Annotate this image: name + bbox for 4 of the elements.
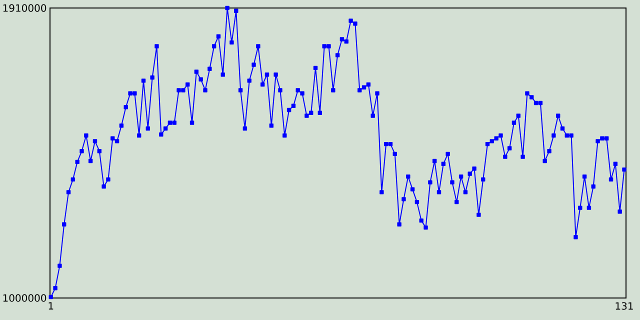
y-tick-label: 1910000: [3, 4, 46, 12]
y-tick-label: 1000000: [3, 294, 46, 302]
x-tick-label: 1: [48, 302, 54, 310]
x-tick-label: 131: [616, 302, 633, 310]
